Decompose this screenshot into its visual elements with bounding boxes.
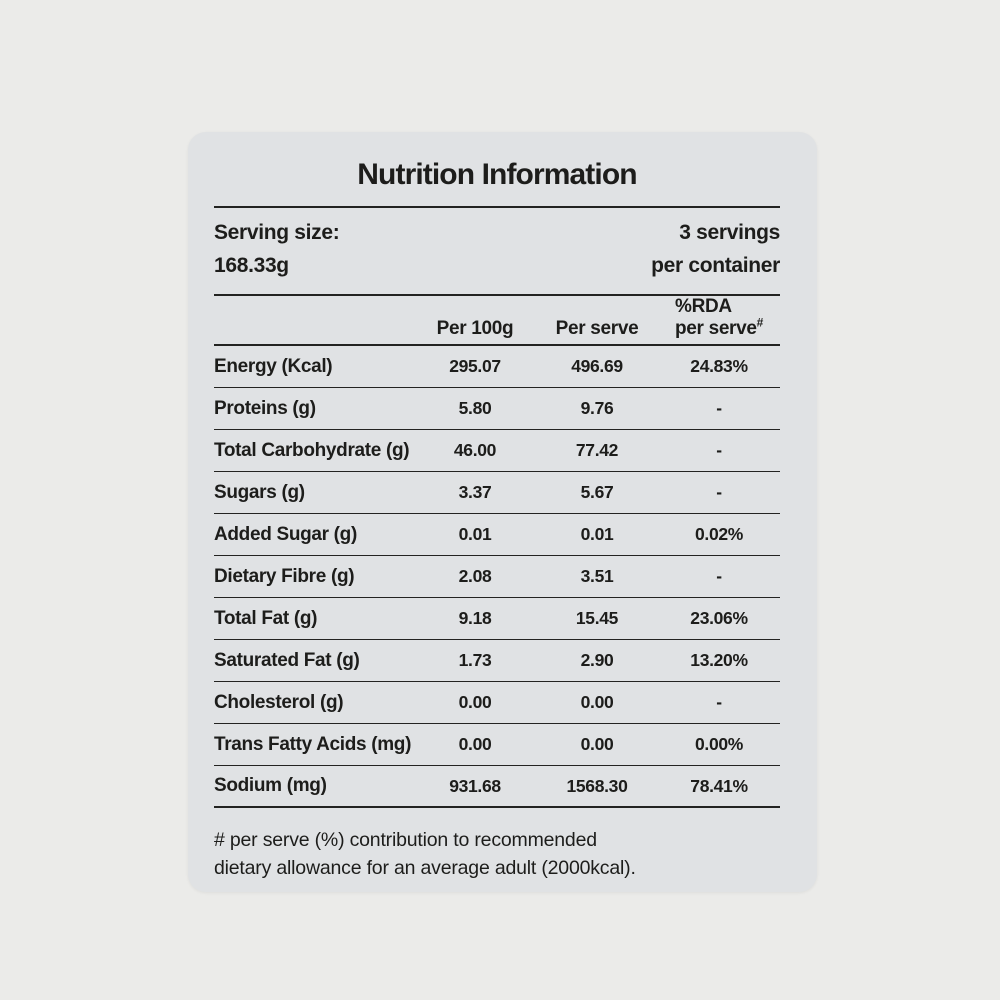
- value-per-serve: 3.51: [580, 566, 614, 586]
- table-row: Total Carbohydrate (g) 46.00 77.42 -: [214, 430, 780, 472]
- value-per-100g: 3.37: [458, 482, 492, 502]
- row-label: Sodium (mg): [214, 775, 327, 796]
- table-row: Trans Fatty Acids (mg) 0.00 0.00 0.00%: [214, 724, 780, 766]
- value-rda: -: [716, 398, 722, 418]
- table-row: Sodium (mg) 931.68 1568.30 78.41%: [214, 766, 780, 808]
- row-label: Proteins (g): [214, 397, 316, 419]
- page-title: Nutrition Information: [357, 158, 637, 191]
- value-per-serve: 5.67: [580, 482, 614, 502]
- value-per-serve: 1568.30: [566, 775, 628, 796]
- column-header-rda: %RDA per serve#: [658, 296, 780, 340]
- footnote-line-1: # per serve (%) contribution to recommen…: [214, 829, 597, 851]
- row-label: Saturated Fat (g): [214, 649, 360, 671]
- value-rda: 78.41%: [690, 775, 748, 796]
- column-header-per-serve: Per serve: [555, 318, 639, 339]
- value-per-100g: 2.08: [458, 566, 492, 586]
- table-header-row: Per 100g Per serve %RDA per serve#: [214, 296, 780, 344]
- rda-footnote-marker: #: [756, 315, 764, 330]
- table-row: Energy (Kcal) 295.07 496.69 24.83%: [214, 346, 780, 388]
- value-per-serve: 15.45: [575, 608, 619, 628]
- value-per-serve: 0.00: [580, 692, 614, 712]
- divider-top: [214, 206, 780, 208]
- servings-unit: per container: [651, 254, 780, 277]
- divider-header: [214, 344, 780, 346]
- column-header-rda-text: %RDA per serve#: [675, 296, 763, 340]
- value-per-serve: 2.90: [580, 650, 614, 670]
- nutrition-label-card: Nutrition Information Serving size: 168.…: [188, 132, 817, 892]
- value-rda: 24.83%: [690, 356, 748, 376]
- rda-line2: per serve: [675, 318, 757, 339]
- divider-serving: [214, 294, 780, 296]
- value-per-100g: 931.68: [449, 775, 501, 796]
- table-row: Added Sugar (g) 0.01 0.01 0.02%: [214, 514, 780, 556]
- value-rda: 0.02%: [694, 524, 744, 544]
- row-label: Added Sugar (g): [214, 523, 357, 545]
- value-rda: -: [716, 692, 722, 712]
- footnote-line-2: dietary allowance for an average adult (…: [214, 857, 636, 879]
- column-header-per-100g: Per 100g: [436, 318, 514, 339]
- nutrition-table-body: Energy (Kcal) 295.07 496.69 24.83% Prote…: [214, 346, 780, 808]
- value-rda: 23.06%: [690, 608, 748, 628]
- row-label: Total Fat (g): [214, 607, 318, 629]
- row-label: Total Carbohydrate (g): [214, 439, 410, 461]
- row-label: Cholesterol (g): [214, 691, 344, 713]
- value-rda: -: [716, 440, 722, 460]
- value-per-100g: 1.73: [458, 650, 492, 670]
- row-label: Energy (Kcal): [214, 355, 333, 377]
- row-label: Dietary Fibre (g): [214, 565, 355, 587]
- value-per-serve: 0.01: [580, 524, 614, 544]
- table-row: Total Fat (g) 9.18 15.45 23.06%: [214, 598, 780, 640]
- servings-per-container-block: 3 servings per container: [651, 216, 780, 282]
- row-label: Sugars (g): [214, 481, 305, 503]
- value-rda: -: [716, 566, 722, 586]
- value-per-100g: 9.18: [458, 608, 492, 628]
- serving-section: Serving size: 168.33g 3 servings per con…: [214, 208, 780, 294]
- value-per-100g: 0.00: [458, 734, 492, 754]
- table-row: Proteins (g) 5.80 9.76 -: [214, 388, 780, 430]
- table-row: Cholesterol (g) 0.00 0.00 -: [214, 682, 780, 724]
- value-per-100g: 46.00: [453, 440, 497, 460]
- serving-size-value: 168.33g: [214, 254, 289, 277]
- value-per-100g: 295.07: [449, 356, 501, 376]
- value-rda: 13.20%: [690, 650, 748, 670]
- value-rda: 0.00%: [694, 734, 744, 754]
- value-per-serve: 0.00: [580, 734, 614, 754]
- value-per-100g: 0.00: [458, 692, 492, 712]
- servings-count: 3 servings: [679, 221, 780, 244]
- table-row: Dietary Fibre (g) 2.08 3.51 -: [214, 556, 780, 598]
- table-row: Sugars (g) 3.37 5.67 -: [214, 472, 780, 514]
- value-per-100g: 5.80: [458, 398, 492, 418]
- footnote: # per serve (%) contribution to recommen…: [214, 826, 780, 882]
- serving-size-label: Serving size:: [214, 221, 340, 244]
- value-per-serve: 77.42: [575, 440, 619, 460]
- value-per-serve: 9.76: [580, 398, 614, 418]
- row-label: Trans Fatty Acids (mg): [214, 733, 412, 755]
- value-per-serve: 496.69: [571, 356, 623, 376]
- serving-size-block: Serving size: 168.33g: [214, 216, 340, 282]
- value-per-100g: 0.01: [458, 524, 492, 544]
- rda-line1: %RDA: [675, 296, 732, 317]
- value-rda: -: [716, 482, 722, 502]
- table-row: Saturated Fat (g) 1.73 2.90 13.20%: [214, 640, 780, 682]
